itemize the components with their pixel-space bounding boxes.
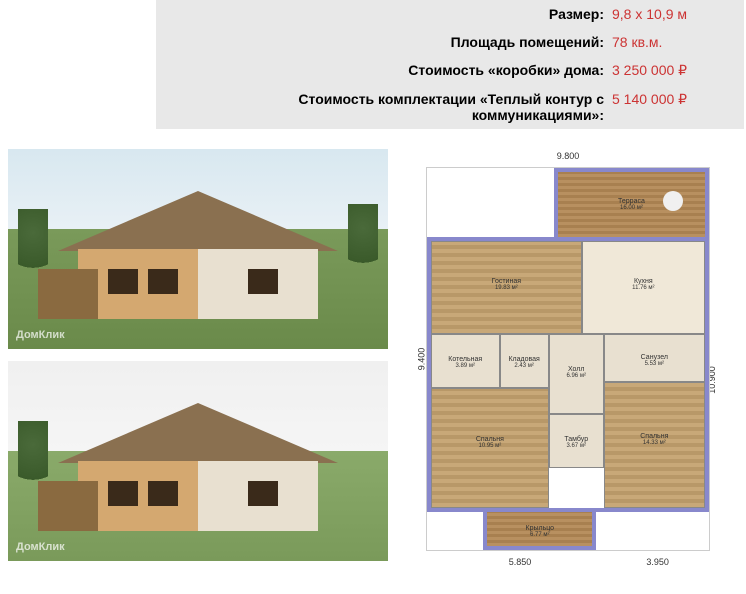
room-living: Гостиная 19.83 м² xyxy=(431,241,582,334)
window xyxy=(148,481,178,506)
room-hall: Холл 6.96 м² xyxy=(549,334,604,414)
house-render-1: ДомКлик xyxy=(8,149,388,349)
spec-label: Стоимость комплектации «Теплый контур с … xyxy=(168,91,612,123)
room-label: Котельная 3.89 м² xyxy=(432,356,499,369)
main-building: Гостиная 19.83 м² Кухня 11.76 м² Котельн… xyxy=(427,237,709,512)
house-shape xyxy=(58,403,338,531)
room-kitchen: Кухня 11.76 м² xyxy=(582,241,705,334)
spec-label: Размер: xyxy=(168,6,612,22)
specs-table: Размер: 9,8 х 10,9 м Площадь помещений: … xyxy=(156,0,744,129)
watermark: ДомКлик xyxy=(16,541,65,553)
spec-label: Площадь помещений: xyxy=(168,34,612,50)
spec-row: Стоимость комплектации «Теплый контур с … xyxy=(156,85,744,129)
room-boiler: Котельная 3.89 м² xyxy=(431,334,500,387)
spec-row: Стоимость «коробки» дома: 3 250 000 ₽ xyxy=(156,56,744,85)
room-label: Холл 6.96 м² xyxy=(550,366,603,379)
window xyxy=(148,269,178,294)
room-terrace: Терраса 16.00 м² xyxy=(554,168,709,237)
dimension-label: 5.850 xyxy=(509,557,532,567)
wall xyxy=(78,249,318,319)
spec-value: 78 кв.м. xyxy=(612,34,732,50)
roof xyxy=(58,191,338,251)
window xyxy=(248,481,278,506)
spec-value: 5 140 000 ₽ xyxy=(612,91,732,123)
wall xyxy=(78,461,318,531)
dimension-label: 9.800 xyxy=(557,151,580,161)
spec-value: 9,8 х 10,9 м xyxy=(612,6,732,22)
floorplan: 9.800 9.400 10.900 5.850 3.950 Терраса 1… xyxy=(408,149,728,569)
spec-row: Размер: 9,8 х 10,9 м xyxy=(156,0,744,28)
window xyxy=(248,269,278,294)
porch xyxy=(38,481,98,531)
room-bedroom-2: Спальня 14.33 м² xyxy=(604,382,705,508)
spec-row: Площадь помещений: 78 кв.м. xyxy=(156,28,744,56)
room-label: Гостиная 19.83 м² xyxy=(432,278,581,291)
room-label: Спальня 10.95 м² xyxy=(432,436,548,449)
room-porch: Крыльцо 6.77 м² xyxy=(483,512,596,550)
window xyxy=(108,269,138,294)
watermark: ДомКлик xyxy=(16,329,65,341)
window xyxy=(108,481,138,506)
room-tambur: Тамбур 3.67 м² xyxy=(549,414,604,467)
terrace-furniture xyxy=(663,191,683,211)
content-area: ДомКлик ДомКлик 9.800 9.400 10.900 5.850… xyxy=(0,149,746,569)
porch xyxy=(38,269,98,319)
dimension-label: 3.950 xyxy=(646,557,669,567)
room-pantry: Кладовая 2.43 м² xyxy=(500,334,549,387)
roof xyxy=(58,403,338,463)
room-label: Санузел 5.53 м² xyxy=(605,354,704,367)
room-bedroom-1: Спальня 10.95 м² xyxy=(431,388,549,508)
room-label: Крыльцо 6.77 м² xyxy=(487,525,592,538)
plan-outline: Терраса 16.00 м² Гостиная 19.83 м² Кухня… xyxy=(426,167,710,551)
house-shape xyxy=(58,191,338,319)
room-label: Тамбур 3.67 м² xyxy=(550,436,603,449)
spec-label: Стоимость «коробки» дома: xyxy=(168,62,612,79)
dimension-label: 9.400 xyxy=(416,348,426,371)
room-label: Кладовая 2.43 м² xyxy=(501,356,548,369)
room-label: Спальня 14.33 м² xyxy=(605,433,704,446)
renders-column: ДомКлик ДомКлик xyxy=(8,149,388,569)
spec-value: 3 250 000 ₽ xyxy=(612,62,732,79)
room-label: Кухня 11.76 м² xyxy=(583,278,704,291)
tree-decoration xyxy=(348,204,378,284)
room-wc: Санузел 5.53 м² xyxy=(604,334,705,382)
house-render-2: ДомКлик xyxy=(8,361,388,561)
